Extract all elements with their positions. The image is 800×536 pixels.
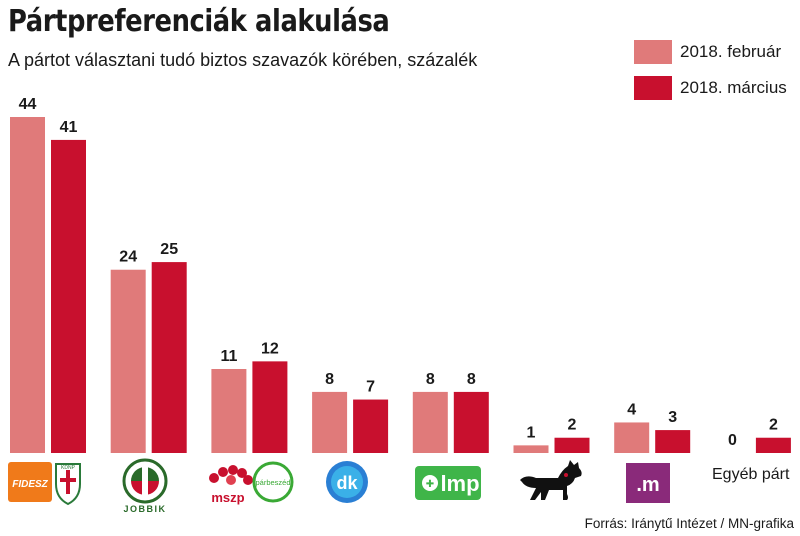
- value-label-february-1: 24: [119, 249, 137, 266]
- category-label-other: Egyéb párt: [712, 466, 790, 483]
- legend-swatch-february: [634, 40, 672, 64]
- legend-label-march: 2018. március: [680, 78, 787, 97]
- value-label-february-2: 11: [220, 348, 237, 365]
- jobbik-logo-text: JOBBIK: [123, 504, 166, 514]
- dk-logo: dk: [326, 461, 368, 503]
- bar-march-3: [353, 399, 389, 453]
- mszp-logo-text: mszp: [211, 490, 244, 505]
- value-label-february-0: 44: [19, 96, 37, 113]
- dog-icon: [520, 460, 582, 500]
- value-label-march-5: 2: [568, 417, 577, 434]
- legend: 2018. február 2018. március: [634, 34, 787, 106]
- lmp-logo: ✚ lmp: [415, 466, 481, 500]
- value-label-march-1: 25: [160, 241, 178, 258]
- bar-march-0: [51, 139, 86, 453]
- bar-march-2: [252, 361, 288, 453]
- chart-subtitle: A pártot választani tudó biztos szavazók…: [8, 50, 478, 70]
- bar-march-6: [655, 430, 691, 453]
- value-label-february-4: 8: [426, 371, 435, 388]
- value-label-march-0: 41: [60, 119, 78, 136]
- chart-title: Pártpreferenciák alakulása: [8, 4, 390, 39]
- value-label-march-7: 2: [769, 417, 778, 434]
- parbeszed-logo-text: párbeszéd: [255, 478, 290, 487]
- bar-february-3: [312, 391, 348, 453]
- dk-logo-text: dk: [336, 473, 358, 493]
- legend-label-february: 2018. február: [680, 42, 782, 61]
- svg-text:✚: ✚: [426, 479, 434, 490]
- bar-february-5: [513, 445, 549, 453]
- bar-march-5: [554, 437, 590, 453]
- lmp-logo-text: lmp: [440, 471, 479, 496]
- fidesz-logo-text: FIDESZ: [12, 479, 48, 490]
- source-note: Forrás: Iránytű Intézet / MN-grafika: [584, 516, 794, 531]
- jobbik-logo: JOBBIK: [122, 458, 168, 514]
- mszp-parbeszed-logo: mszp párbeszéd: [209, 461, 294, 505]
- bar-march-7: [755, 437, 791, 453]
- fidesz-kdnp-logo: FIDESZ KDNP: [8, 462, 81, 506]
- value-label-february-5: 1: [527, 424, 536, 441]
- bar-february-0: [10, 117, 45, 453]
- value-label-march-6: 3: [668, 409, 677, 426]
- bar-february-6: [614, 422, 650, 453]
- legend-item-february: 2018. február: [634, 34, 787, 70]
- value-label-march-2: 12: [261, 340, 279, 357]
- bar-february-4: [412, 391, 448, 453]
- bar-march-1: [151, 262, 187, 453]
- bar-february-2: [211, 369, 247, 453]
- legend-swatch-march: [634, 76, 672, 100]
- value-label-march-3: 7: [366, 379, 375, 396]
- value-label-february-7: 0: [728, 432, 737, 449]
- kdnp-logo-text: KDNP: [61, 465, 76, 471]
- momentum-logo-text: .m: [636, 474, 659, 496]
- value-label-march-4: 8: [467, 371, 476, 388]
- bars-group: [10, 117, 791, 453]
- bar-february-1: [110, 269, 146, 453]
- momentum-logo: .m: [626, 463, 670, 503]
- value-label-february-6: 4: [627, 401, 636, 418]
- legend-item-march: 2018. március: [634, 70, 787, 106]
- value-label-february-3: 8: [325, 371, 334, 388]
- bar-march-4: [453, 391, 489, 453]
